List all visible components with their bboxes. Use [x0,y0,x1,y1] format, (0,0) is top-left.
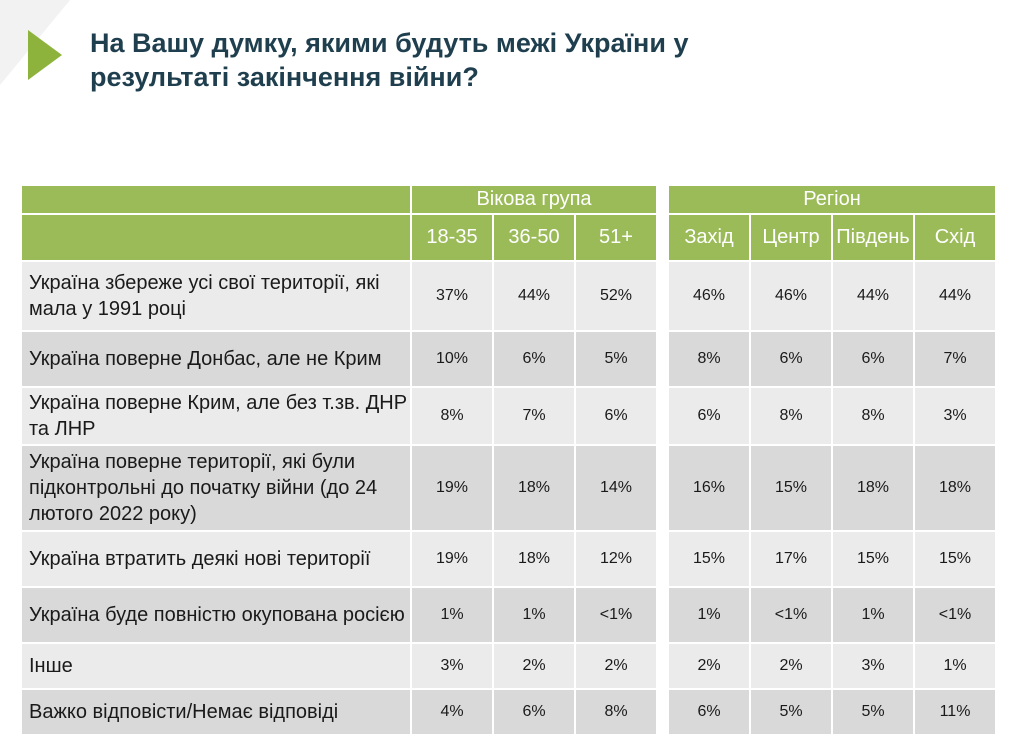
cell-value: 5% [576,332,656,386]
cell-value: 6% [669,388,749,444]
row-label: Важко відповісти/Немає відповіді [22,690,410,734]
cell-value: 1% [412,588,492,642]
cell-value: 7% [915,332,995,386]
cell-value: 46% [669,262,749,330]
cell-value: 8% [669,332,749,386]
cell-value: 15% [669,532,749,586]
header-blank [22,215,410,260]
column-header: 18-35 [412,215,492,260]
cell-value: 2% [494,644,574,688]
cell-value: 15% [751,446,831,530]
cell-value: 1% [494,588,574,642]
cell-value: 2% [669,644,749,688]
cell-value: 3% [833,644,913,688]
cell-value: 14% [576,446,656,530]
cell-value: 6% [494,332,574,386]
group-header: Вікова група [412,186,656,213]
header-blank [22,186,410,213]
row-label: Україна поверне території, які були підк… [22,446,410,530]
cell-value: 15% [833,532,913,586]
column-header: Схід [915,215,995,260]
row-label: Україна втратить деякі нові території [22,532,410,586]
column-header: Центр [751,215,831,260]
cell-value: 1% [915,644,995,688]
cell-value: <1% [915,588,995,642]
column-header: Південь [833,215,913,260]
row-label: Україна поверне Крим, але без т.зв. ДНР … [22,388,410,444]
cell-value: 1% [669,588,749,642]
cell-value: 46% [751,262,831,330]
cell-value: 7% [494,388,574,444]
cell-value: 6% [833,332,913,386]
decoration [0,0,70,85]
cell-value: 2% [576,644,656,688]
cell-value: 6% [751,332,831,386]
cell-value: <1% [576,588,656,642]
cell-value: 44% [494,262,574,330]
cell-value: 44% [915,262,995,330]
cell-value: 18% [494,446,574,530]
column-header: 36-50 [494,215,574,260]
cell-value: 44% [833,262,913,330]
cell-value: <1% [751,588,831,642]
cell-value: 8% [412,388,492,444]
cell-value: 5% [751,690,831,734]
row-label: Україна буде повністю окупована росією [22,588,410,642]
cell-value: 10% [412,332,492,386]
cell-value: 8% [751,388,831,444]
cell-value: 8% [576,690,656,734]
cell-value: 15% [915,532,995,586]
cell-value: 6% [494,690,574,734]
cell-value: 37% [412,262,492,330]
cell-value: 3% [412,644,492,688]
cell-value: 4% [412,690,492,734]
column-header: 51+ [576,215,656,260]
cell-value: 19% [412,532,492,586]
cell-value: 18% [915,446,995,530]
column-header: Захід [669,215,749,260]
title: На Вашу думку, якими будуть межі України… [90,28,689,92]
cell-value: 19% [412,446,492,530]
cell-value: 8% [833,388,913,444]
cell-value: 12% [576,532,656,586]
cell-value: 11% [915,690,995,734]
cell-value: 3% [915,388,995,444]
cell-value: 18% [494,532,574,586]
cell-value: 16% [669,446,749,530]
cell-value: 5% [833,690,913,734]
cell-value: 1% [833,588,913,642]
row-label: Україна поверне Донбас, але не Крим [22,332,410,386]
row-label: Україна збереже усі свої території, які … [22,262,410,330]
cell-value: 52% [576,262,656,330]
cell-value: 2% [751,644,831,688]
cell-value: 6% [669,690,749,734]
group-header: Регіон [669,186,995,213]
cell-value: 17% [751,532,831,586]
cell-value: 6% [576,388,656,444]
row-label: Інше [22,644,410,688]
cell-value: 18% [833,446,913,530]
